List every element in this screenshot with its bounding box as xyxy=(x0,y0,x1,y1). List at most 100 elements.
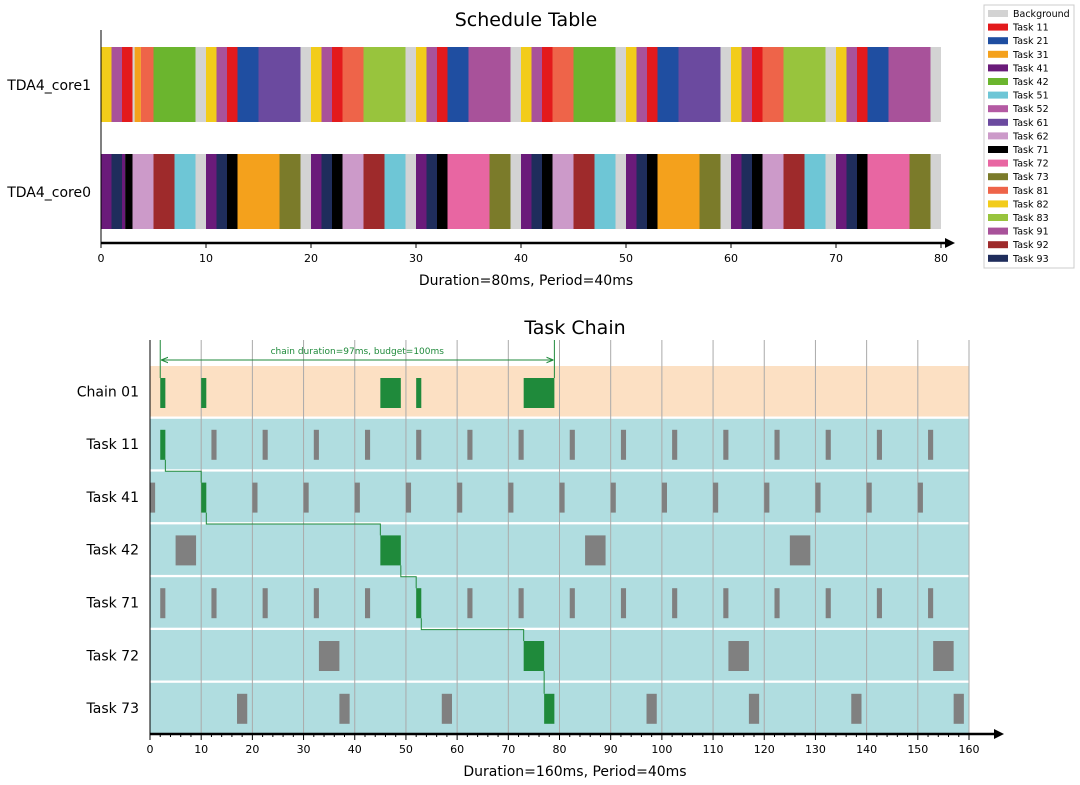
legend-swatch-task-62 xyxy=(988,132,1008,140)
segment-tda4-core0-task-92-44 xyxy=(783,154,805,229)
chain-tick-label-100: 100 xyxy=(651,743,672,756)
segment-tda4-core0-task-92-18 xyxy=(363,154,385,229)
segment-tda4-core0-background-13 xyxy=(300,154,311,229)
legend-label-task-82: Task 82 xyxy=(1012,199,1049,210)
segment-tda4-core1-background-25 xyxy=(510,47,521,122)
legend-label-task-52: Task 52 xyxy=(1012,104,1049,115)
legend-label-background: Background xyxy=(1013,9,1070,20)
segment-tda4-core1-task-11-16 xyxy=(332,47,343,122)
segment-tda4-core0-task-41-21 xyxy=(416,154,427,229)
job-task-71-102 xyxy=(672,588,678,619)
chain-01-job-2 xyxy=(380,378,401,408)
legend-swatch-task-42 xyxy=(988,78,1008,85)
segment-tda4-core1-task-91-39 xyxy=(741,47,752,122)
job-task-72-73 xyxy=(523,641,545,671)
segment-tda4-core0-task-73-51 xyxy=(909,154,931,229)
chain-x-label: Duration=160ms, Period=40ms xyxy=(463,764,686,780)
segment-tda4-core1-background-7 xyxy=(195,47,206,122)
segment-tda4-core0-background-46 xyxy=(825,154,836,229)
chain-tick-label-120: 120 xyxy=(754,743,775,756)
segment-tda4-core1-task-42-6 xyxy=(153,47,196,122)
chain-01-job-0 xyxy=(160,378,166,408)
legend-swatch-task-71 xyxy=(988,146,1008,153)
legend-swatch-task-41 xyxy=(988,64,1008,72)
legend-label-task-11: Task 11 xyxy=(1012,23,1049,34)
job-task-11-122 xyxy=(774,429,780,460)
job-task-41-70 xyxy=(508,482,514,513)
row-label-task-72: Task 72 xyxy=(86,648,139,664)
segment-tda4-core0-background-20 xyxy=(405,154,416,229)
segment-tda4-core0-task-92-31 xyxy=(573,154,595,229)
chain-annotation-text: chain duration=97ms, budget=100ms xyxy=(271,347,445,357)
chain-x-ticks: 0 10 20 30 40 50 60 70 80 90 100 110 120 130 140 150 160 xyxy=(147,734,980,756)
job-task-41-0 xyxy=(150,482,156,513)
segment-tda4-core0-task-71-16 xyxy=(332,154,343,229)
segment-tda4-core0-task-41-27 xyxy=(521,154,532,229)
job-task-11-52 xyxy=(416,429,422,460)
segment-tda4-core1-task-83-42 xyxy=(783,47,826,122)
segment-tda4-core1-task-91-15 xyxy=(321,47,332,122)
job-task-72-33 xyxy=(318,641,340,671)
job-task-11-142 xyxy=(876,429,882,460)
row-label-core0: TDA4_core0 xyxy=(6,185,91,201)
job-task-42-85 xyxy=(585,535,606,566)
chain-tick-label-40: 40 xyxy=(348,743,362,756)
job-task-73-97 xyxy=(646,693,657,724)
job-task-42-125 xyxy=(789,535,811,566)
job-task-71-142 xyxy=(876,588,882,619)
job-task-71-112 xyxy=(723,588,729,619)
segment-tda4-core1-task-61-36 xyxy=(678,47,721,122)
schedule-tick-label-0: 0 xyxy=(98,252,105,265)
segment-tda4-core0-task-92-5 xyxy=(153,154,175,229)
segment-tda4-core0-task-62-43 xyxy=(762,154,784,229)
segment-tda4-core1-task-21-47 xyxy=(867,47,889,122)
job-task-42-5 xyxy=(175,535,197,566)
segment-tda4-core1-task-91-9 xyxy=(216,47,227,122)
segment-tda4-core1-task-82-14 xyxy=(311,47,322,122)
segment-tda4-core0-task-93-48 xyxy=(846,154,857,229)
job-task-41-40 xyxy=(354,482,360,513)
segment-tda4-core0-task-41-8 xyxy=(206,154,217,229)
segment-tda4-core0-task-41-34 xyxy=(626,154,637,229)
job-task-11-62 xyxy=(467,429,473,460)
segment-tda4-core1-task-91-48 xyxy=(888,47,931,122)
legend-label-task-92: Task 92 xyxy=(1012,240,1049,251)
segment-tda4-core0-task-93-1 xyxy=(111,154,122,229)
segment-tda4-core1-task-83-18 xyxy=(363,47,406,122)
schedule-tick-label-50: 50 xyxy=(619,252,633,265)
legend-swatch-task-73 xyxy=(988,173,1008,181)
segment-tda4-core0-task-72-24 xyxy=(447,154,490,229)
row-label-task-42: Task 42 xyxy=(86,543,139,559)
segment-tda4-core0-task-62-4 xyxy=(132,154,154,229)
segment-tda4-core0-background-33 xyxy=(615,154,626,229)
job-task-41-110 xyxy=(713,482,719,513)
segment-tda4-core1-task-11-46 xyxy=(857,47,868,122)
job-task-11-42 xyxy=(364,429,371,460)
job-task-71-132 xyxy=(825,588,831,619)
chain-01-job-4 xyxy=(523,378,555,408)
segment-tda4-core1-task-11-2 xyxy=(122,47,133,122)
job-task-71-152 xyxy=(928,588,934,619)
chain-row-labels: Chain 01 Task 11 Task 41 Task 42 Task 71 Task… xyxy=(77,384,139,717)
legend-swatch-task-72 xyxy=(988,159,1008,167)
segment-tda4-core1-task-11-34 xyxy=(647,47,658,122)
job-task-11-82 xyxy=(569,429,575,460)
chain-tick-label-0: 0 xyxy=(147,743,154,756)
segment-tda4-core0-task-72-50 xyxy=(867,154,910,229)
segment-tda4-core1-task-91-1 xyxy=(111,47,122,122)
legend-swatch-task-82 xyxy=(988,200,1008,208)
chain-tick-label-80: 80 xyxy=(553,743,567,756)
segment-tda4-core0-task-71-29 xyxy=(542,154,553,229)
chain-tick-label-30: 30 xyxy=(297,743,311,756)
job-task-71-72 xyxy=(518,588,524,619)
job-task-71-32 xyxy=(313,588,319,619)
job-task-73-37 xyxy=(339,693,350,724)
legend-label-task-21: Task 21 xyxy=(1012,36,1049,47)
job-task-71-82 xyxy=(569,588,575,619)
legend-label-task-73: Task 73 xyxy=(1012,172,1049,183)
task-chain-title: Task Chain xyxy=(523,317,625,339)
row-label-chain-01: Chain 01 xyxy=(77,384,139,400)
legend-label-task-61: Task 61 xyxy=(1012,118,1049,129)
segment-tda4-core1-background-37 xyxy=(720,47,731,122)
